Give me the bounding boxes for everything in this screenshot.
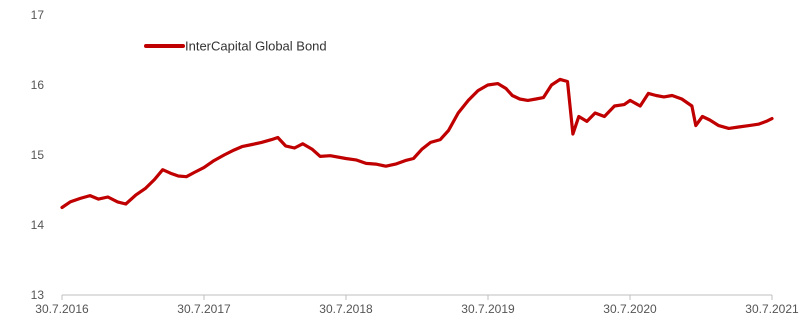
y-tick-label: 17 — [31, 8, 45, 22]
x-axis: 30.7.2016 30.7.2017 30.7.2018 30.7.2019 30.7… — [35, 294, 799, 316]
y-tick-label: 15 — [31, 148, 45, 162]
legend-label: InterCapital Global Bond — [185, 39, 327, 54]
x-tick-label: 30.7.2021 — [745, 302, 799, 316]
x-tick-label: 30.7.2019 — [461, 302, 515, 316]
x-tick-label: 30.7.2017 — [177, 302, 231, 316]
series-line — [60, 77, 774, 210]
y-tick-label: 13 — [31, 288, 45, 302]
y-tick-label: 14 — [31, 218, 45, 232]
y-tick-label: 16 — [31, 78, 45, 92]
series-layer — [60, 77, 774, 210]
x-tick-label: 30.7.2016 — [35, 302, 89, 316]
legend: InterCapital Global Bond — [144, 39, 327, 54]
y-axis: 13 14 15 16 17 — [31, 8, 45, 302]
x-tick-label: 30.7.2020 — [603, 302, 657, 316]
x-tick-label: 30.7.2018 — [319, 302, 373, 316]
